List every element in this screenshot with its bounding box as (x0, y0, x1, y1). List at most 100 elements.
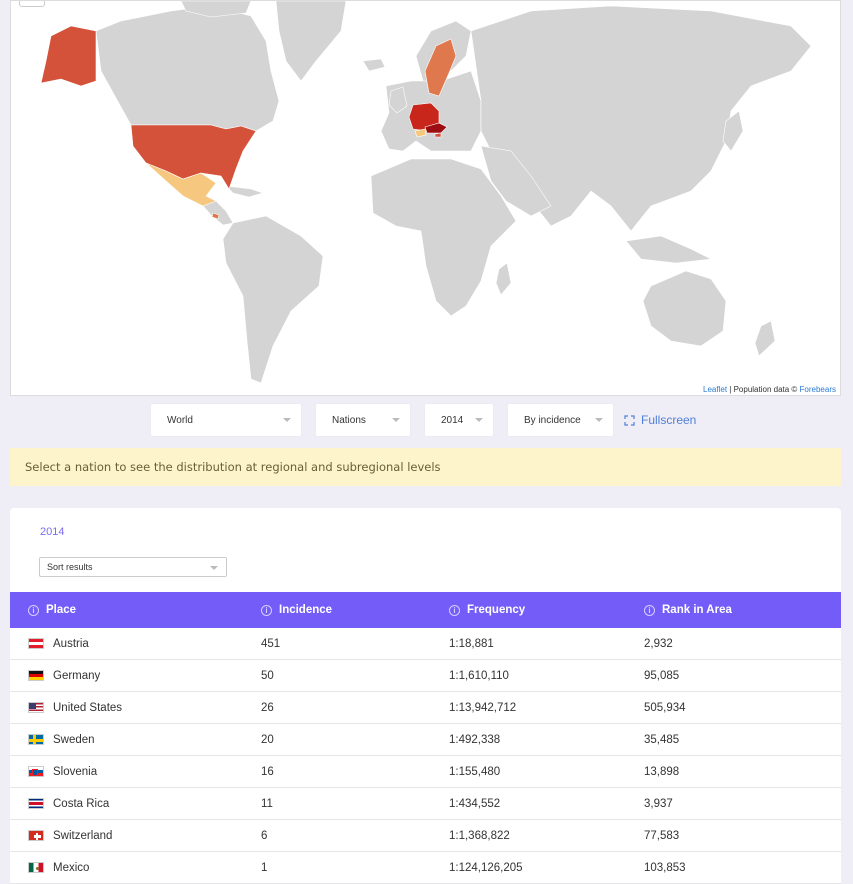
incidence-value: 50 (261, 669, 274, 682)
table-row[interactable]: Mexico 1 1:124,126,205 103,853 (10, 852, 841, 884)
table-header: i Place i Incidence i Frequency i Rank i… (10, 592, 841, 628)
info-icon[interactable]: i (449, 604, 460, 616)
region-select[interactable]: World (151, 404, 301, 436)
info-icon[interactable]: i (644, 604, 655, 616)
germany-flag-icon (28, 670, 44, 681)
attribution-separator: | Population data © (727, 385, 800, 394)
map-austria (424, 122, 448, 134)
incidence-value: 1 (261, 861, 268, 874)
map-svg (40, 1, 812, 384)
rank-value: 505,934 (644, 701, 686, 714)
results-table-body: Austria 451 1:18,881 2,932 Germany 50 1:… (10, 628, 841, 884)
map-africa (370, 158, 517, 317)
map-controls: World Nations 2014 By incidence Fullscre… (0, 404, 853, 436)
frequency-value: 1:18,881 (449, 637, 494, 650)
place-name[interactable]: United States (53, 701, 123, 714)
usa-flag-icon (28, 702, 44, 713)
map-australia (642, 270, 727, 347)
mexico-flag-icon (28, 862, 44, 873)
column-header-frequency[interactable]: i Frequency (449, 592, 525, 628)
map-mexico (145, 162, 217, 207)
map-costa-rica (211, 212, 220, 220)
map-greenland (275, 1, 347, 82)
table-row[interactable]: Austria 451 1:18,881 2,932 (10, 628, 841, 660)
leaflet-link[interactable]: Leaflet (703, 385, 728, 394)
map-canada (95, 5, 280, 132)
map-uk (388, 86, 408, 114)
place-name[interactable]: Switzerland (53, 829, 113, 842)
place-name[interactable]: Sweden (53, 733, 95, 746)
rank-value: 3,937 (644, 797, 673, 810)
column-header-incidence[interactable]: i Incidence (261, 592, 332, 628)
frequency-value: 1:13,942,712 (449, 701, 517, 714)
chevron-down-icon (210, 566, 218, 570)
austria-flag-icon (28, 638, 44, 649)
costa-rica-flag-icon (28, 798, 44, 809)
forebears-link[interactable]: Forebears (799, 385, 836, 394)
results-year: 2014 (40, 526, 65, 538)
sweden-flag-icon (28, 734, 44, 745)
column-header-place[interactable]: i Place (28, 592, 76, 628)
sort-results-placeholder: Sort results (47, 562, 93, 572)
map-sweden (424, 38, 457, 97)
column-header-label: Place (46, 604, 77, 616)
incidence-value: 16 (261, 765, 274, 778)
fullscreen-icon (624, 414, 635, 426)
frequency-value: 1:1,610,110 (449, 669, 509, 682)
fullscreen-button[interactable]: Fullscreen (624, 404, 696, 436)
map-south-america (222, 215, 324, 384)
table-row[interactable]: Slovenia 16 1:155,480 13,898 (10, 756, 841, 788)
results-panel: 2014 Sort results i Place i Incidence i … (10, 508, 841, 884)
slovenia-flag-icon (28, 766, 44, 777)
incidence-value: 11 (261, 797, 273, 810)
frequency-value: 1:492,338 (449, 733, 501, 746)
info-icon[interactable]: i (261, 604, 272, 616)
fullscreen-label: Fullscreen (641, 413, 697, 427)
info-icon[interactable]: i (28, 604, 39, 616)
place-name[interactable]: Costa Rica (53, 797, 110, 810)
map-arctic-islands (180, 1, 252, 18)
rank-value: 95,085 (644, 669, 680, 682)
map-switzerland (414, 128, 427, 138)
rank-value: 77,583 (644, 829, 680, 842)
incidence-value: 26 (261, 701, 274, 714)
table-row[interactable]: Sweden 20 1:492,338 35,485 (10, 724, 841, 756)
chevron-down-icon (283, 418, 291, 422)
level-select[interactable]: Nations (316, 404, 410, 436)
chevron-down-icon (595, 418, 603, 422)
frequency-value: 1:155,480 (449, 765, 501, 778)
distribution-notice: Select a nation to see the distribution … (10, 448, 841, 486)
sort-by-select[interactable]: By incidence (508, 404, 613, 436)
rank-value: 35,485 (644, 733, 680, 746)
map-se-asia (625, 235, 713, 264)
world-map[interactable]: Leaflet | Population data © Forebears (10, 0, 841, 396)
place-name[interactable]: Slovenia (53, 765, 98, 778)
table-row[interactable]: Germany 50 1:1,610,110 95,085 (10, 660, 841, 692)
level-select-value: Nations (332, 414, 366, 426)
frequency-value: 1:434,552 (449, 797, 501, 810)
table-row[interactable]: Costa Rica 11 1:434,552 3,937 (10, 788, 841, 820)
sort-results-select[interactable]: Sort results (39, 557, 227, 577)
notice-text: Select a nation to see the distribution … (25, 460, 441, 474)
year-select[interactable]: 2014 (425, 404, 493, 436)
place-name[interactable]: Germany (53, 669, 101, 682)
rank-value: 13,898 (644, 765, 680, 778)
incidence-value: 451 (261, 637, 281, 650)
column-header-label: Rank in Area (662, 604, 732, 616)
place-name[interactable]: Mexico (53, 861, 90, 874)
table-row[interactable]: Switzerland 6 1:1,368,822 77,583 (10, 820, 841, 852)
map-alaska (40, 25, 97, 87)
year-select-value: 2014 (441, 414, 464, 426)
map-caribbean (225, 185, 265, 198)
chevron-down-icon (392, 418, 400, 422)
region-select-value: World (167, 414, 193, 426)
map-slovenia (434, 132, 442, 138)
column-header-label: Incidence (279, 604, 333, 616)
sort-by-select-value: By incidence (524, 414, 581, 426)
column-header-rank[interactable]: i Rank in Area (644, 592, 732, 628)
zoom-control[interactable] (19, 1, 45, 7)
map-new-zealand (754, 320, 776, 357)
incidence-value: 6 (261, 829, 268, 842)
place-name[interactable]: Austria (53, 637, 89, 650)
table-row[interactable]: United States 26 1:13,942,712 505,934 (10, 692, 841, 724)
